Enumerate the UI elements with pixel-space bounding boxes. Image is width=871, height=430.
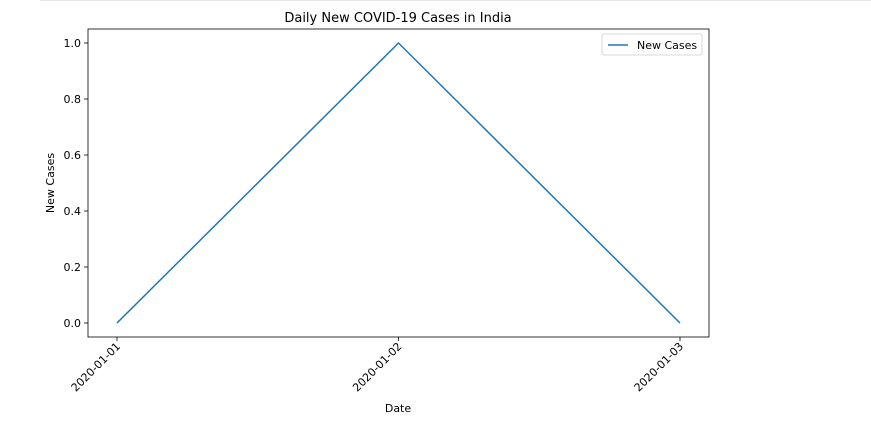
x-tick-label: 2020-01-01 bbox=[69, 340, 123, 394]
x-axis: 2020-01-01 2020-01-02 2020-01-03 bbox=[69, 337, 686, 394]
y-tick-label: 0.6 bbox=[64, 149, 82, 162]
series-layer bbox=[116, 41, 681, 324]
axes-frame bbox=[87, 28, 710, 338]
series-line-new-cases bbox=[116, 41, 681, 324]
y-tick-label: 0.8 bbox=[64, 93, 82, 106]
y-tick-label: 0.2 bbox=[64, 261, 82, 274]
y-axis-label: New Cases bbox=[44, 153, 57, 213]
x-axis-label: Date bbox=[385, 402, 412, 415]
x-tick-label: 2020-01-02 bbox=[350, 340, 404, 394]
y-tick-label: 0.4 bbox=[64, 205, 82, 218]
y-tick-label: 1.0 bbox=[64, 37, 82, 50]
legend: New Cases bbox=[601, 33, 703, 56]
y-axis: 0.0 0.2 0.4 0.6 0.8 1.0 bbox=[64, 37, 88, 330]
x-tick-label: 2020-01-03 bbox=[632, 340, 686, 394]
y-tick-label: 0.0 bbox=[64, 317, 82, 330]
top-divider bbox=[40, 0, 871, 1]
chart-title: Daily New COVID-19 Cases in India bbox=[284, 11, 511, 26]
legend-box bbox=[601, 33, 703, 56]
plot-area: 0.00.20.40.60.81.0 2020-01-01 2020-01-02 2… bbox=[64, 28, 710, 394]
legend-label-new-cases: New Cases bbox=[637, 39, 697, 52]
